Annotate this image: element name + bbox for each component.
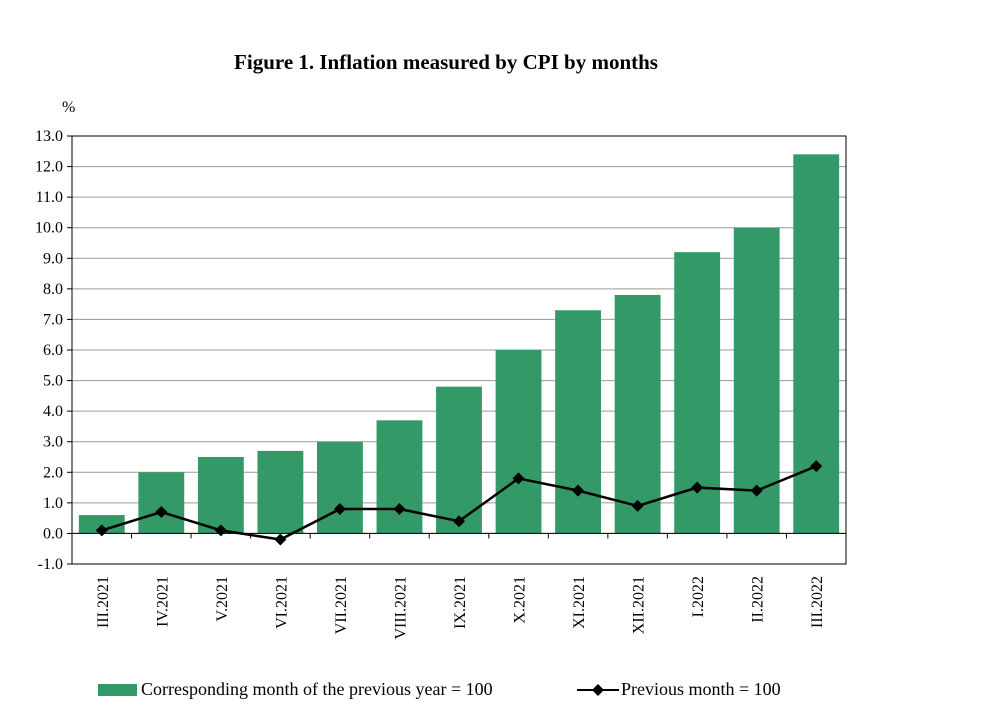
bar [733,227,780,534]
y-tick-label: 12.0 [35,159,63,176]
y-tick-label: 3.0 [43,434,63,451]
line-point [691,481,704,494]
x-tick-label: III.2022 [809,576,826,628]
line-point [95,524,108,537]
y-axis-unit-label: % [62,99,75,116]
line-point [333,502,346,515]
y-tick-label: 4.0 [43,403,63,420]
line-point [274,533,287,546]
bar [793,154,840,534]
x-tick-label: X.2021 [512,576,529,624]
x-tick-label: I.2022 [690,576,707,617]
bar [257,450,304,534]
y-tick-label: 8.0 [43,281,63,298]
y-tick-label: 10.0 [35,220,63,237]
line-point [750,484,763,497]
y-tick-label: 11.0 [36,189,63,206]
bar-series [78,154,840,534]
y-tick-label: 6.0 [43,342,63,359]
line-point [453,515,465,528]
x-tick-label: VI.2021 [273,576,290,629]
y-tick-label: -1.0 [38,556,63,573]
legend-bar-label: Corresponding month of the previous year… [141,679,493,699]
legend-bar-swatch [98,683,137,696]
x-tick-labels: III.2021 IV.2021 V.2021 VI.2021 VII.2021 VIII… [95,576,826,640]
bar [495,350,542,534]
bar [138,472,185,534]
line-point [512,472,525,485]
axes [67,135,847,565]
y-tick-labels: -1.0 0.0 1.0 2.0 3.0 4.0 5.0 6.0 7.0 8.0 9.0 10.0 11… [35,128,63,573]
x-tick-label: XI.2021 [571,576,588,629]
legend-line-label: Previous month = 100 [621,679,781,699]
x-tick-label: XII.2021 [631,576,648,634]
y-tick-label: 0.0 [43,525,63,542]
x-tick-label: IV.2021 [154,576,171,627]
y-tick-label: 1.0 [43,495,63,512]
line-point [155,506,168,519]
legend-item-line: Previous month = 100 [577,679,781,700]
legend-line-swatch [577,683,619,696]
legend-item-bars: Corresponding month of the previous year… [98,679,493,700]
y-tick-label: 9.0 [43,250,63,267]
y-tick-label: 13.0 [35,128,63,145]
bar [555,310,601,534]
bar [197,457,244,534]
line-point [631,499,644,512]
line-point [393,502,406,515]
y-tick-label: 2.0 [43,464,63,481]
plot-frame [71,135,847,565]
x-tick-label: VIII.2021 [392,576,409,640]
x-tick-label: V.2021 [214,576,231,622]
line-point [572,484,585,497]
bar [376,420,423,534]
x-tick-label: III.2021 [95,576,112,628]
chart-title: Figure 1. Inflation measured by CPI by m… [234,50,658,74]
line-point [214,524,227,537]
bar [78,515,125,534]
y-tick-label: 5.0 [43,373,63,390]
bar [614,294,661,534]
bar [317,441,363,534]
line-series [95,460,823,546]
x-tick-label: IX.2021 [452,576,469,629]
x-tick-label: VII.2021 [333,576,350,634]
x-tick-label: II.2022 [750,576,767,623]
line-point [810,460,823,473]
bar [436,386,482,534]
y-tick-label: 7.0 [43,311,63,328]
